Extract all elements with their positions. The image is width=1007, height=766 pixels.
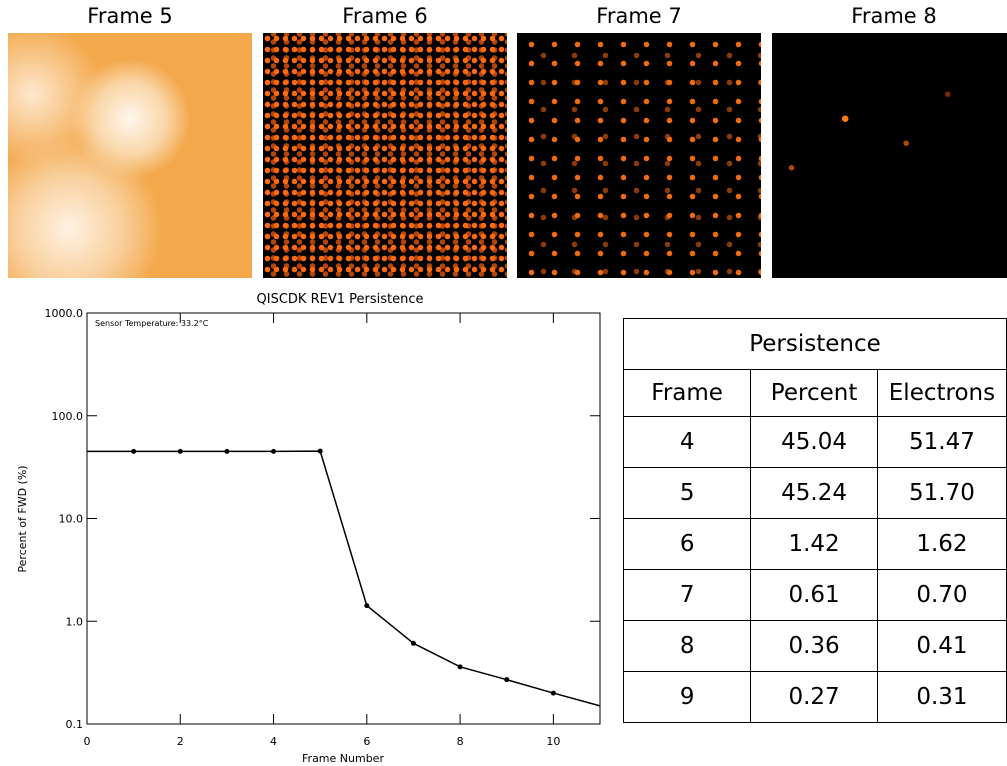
y-tick-label: 1.0 — [66, 615, 84, 628]
point — [364, 603, 369, 608]
y-tick-label: 0.1 — [66, 718, 84, 731]
table-header: Percent — [751, 370, 878, 417]
plot-frame — [87, 313, 600, 724]
point — [411, 641, 416, 646]
chart: QISCDK REV1 Persistence Sensor Temperatu… — [0, 0, 615, 766]
page: Frame 5 Frame 6 Frame 7 Frame 8 QISCDK R… — [0, 0, 1007, 766]
table-cell: 45.24 — [751, 468, 878, 519]
point — [458, 664, 463, 669]
point — [178, 449, 183, 454]
table-cell: 51.47 — [877, 417, 1006, 468]
x-tick-label: 10 — [546, 735, 560, 748]
chart-title: QISCDK REV1 Persistence — [257, 292, 424, 307]
table-title: Persistence — [624, 319, 1007, 370]
table-cell: 1.42 — [751, 519, 878, 570]
table-cell: 0.36 — [751, 621, 878, 672]
y-axis-label: Percent of FWD (%) — [16, 465, 29, 572]
x-tick-label: 8 — [457, 735, 464, 748]
table-cell: 7 — [624, 570, 751, 621]
point — [504, 677, 509, 682]
point — [318, 449, 323, 454]
table-cell: 8 — [624, 621, 751, 672]
table-cell: 5 — [624, 468, 751, 519]
x-tick-label: 2 — [177, 735, 184, 748]
x-tick-label: 4 — [270, 735, 277, 748]
table-cell: 6 — [624, 519, 751, 570]
point — [271, 449, 276, 454]
table-cell: 4 — [624, 417, 751, 468]
table-cell: 45.04 — [751, 417, 878, 468]
table-header: Electrons — [877, 370, 1006, 417]
table-cell: 0.31 — [877, 672, 1006, 723]
table-cell: 0.70 — [877, 570, 1006, 621]
x-tick-label: 6 — [363, 735, 370, 748]
x-axis-label: Frame Number — [302, 752, 384, 765]
table-cell: 9 — [624, 672, 751, 723]
table-cell: 1.62 — [877, 519, 1006, 570]
x-tick-label: 0 — [84, 735, 91, 748]
frame-image — [772, 33, 1007, 278]
table-row: Persistence — [624, 319, 1007, 370]
table-cell: 0.41 — [877, 621, 1006, 672]
point — [224, 449, 229, 454]
table-cell: 51.70 — [877, 468, 1006, 519]
point — [551, 691, 556, 696]
point — [131, 449, 136, 454]
frame-label: Frame 8 — [772, 4, 1007, 28]
table-cell: 0.27 — [751, 672, 878, 723]
annotation: Sensor Temperature: 33.2°C — [95, 319, 209, 328]
line — [87, 451, 600, 706]
y-tick-label: 1000.0 — [45, 307, 84, 320]
table-header: Frame — [624, 370, 751, 417]
table-cell: 0.61 — [751, 570, 878, 621]
y-tick-label: 100.0 — [52, 410, 84, 423]
y-tick-label: 10.0 — [59, 513, 84, 526]
